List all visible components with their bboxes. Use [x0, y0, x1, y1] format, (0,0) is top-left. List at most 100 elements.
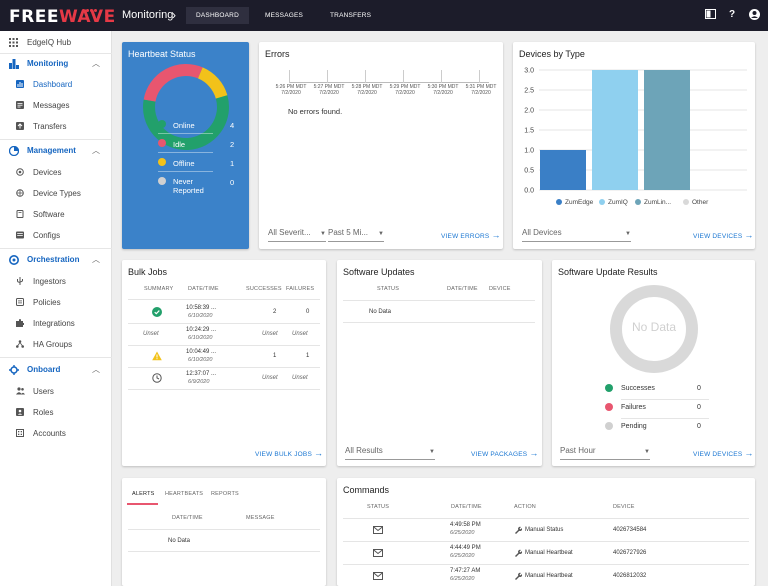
chevron-up-icon: ︿: [92, 365, 100, 374]
sidebar-item-configs[interactable]: Configs: [0, 226, 112, 246]
tab-transfers[interactable]: TRANSFERS: [330, 12, 372, 19]
help-icon[interactable]: ?: [728, 9, 736, 20]
legend-item[interactable]: Other: [683, 199, 708, 206]
devices-select[interactable]: All Devices ▼: [522, 228, 631, 242]
legend-label: ZumLin...: [644, 199, 672, 206]
result-row[interactable]: Successes 0: [605, 384, 709, 400]
donut-segment-offline[interactable]: [197, 67, 228, 99]
sidebar-item-roles[interactable]: Roles: [0, 403, 112, 423]
divider: [128, 345, 320, 346]
time-cell: 10:58:39 ...: [186, 305, 217, 311]
heartbeat-row[interactable]: Online 4: [158, 117, 234, 135]
successes-cell: 1: [273, 353, 277, 359]
date-cell: 6/25/2020: [450, 576, 475, 582]
device-type-icon: [16, 189, 25, 198]
sidebar-item-ingestors[interactable]: Ingestors: [0, 272, 112, 292]
sidebar-item-ha-groups[interactable]: HA Groups: [0, 335, 112, 355]
device-cell[interactable]: 4026727926: [613, 550, 647, 556]
bar-zumedge[interactable]: [540, 150, 586, 190]
status-dot: [158, 177, 166, 185]
sidebar-item-accounts[interactable]: Accounts: [0, 424, 112, 444]
donut-segment-idle[interactable]: [143, 64, 203, 102]
software-icon: [16, 210, 25, 219]
device-cell[interactable]: 4026812032: [613, 573, 647, 579]
tab-dashboard[interactable]: DASHBOARD: [186, 7, 249, 24]
axis-tick: [479, 70, 480, 83]
sidebar-group-monitoring[interactable]: Monitoring ︿: [0, 54, 112, 74]
card-title: Software Update Results: [558, 267, 658, 277]
view-devices-link[interactable]: VIEW DEVICES →: [693, 230, 754, 240]
active-tab-indicator: [127, 503, 158, 505]
axis-tick: [365, 70, 366, 83]
sidebar-item-dashboard[interactable]: Dashboard: [0, 75, 112, 95]
sidebar-item-devices[interactable]: Devices: [0, 163, 112, 183]
sidebar-item-edgeiq-hub[interactable]: EdgeIQ Hub: [0, 33, 112, 53]
divider: [158, 133, 213, 134]
bar-zumlin[interactable]: [644, 70, 690, 190]
account-switch-icon[interactable]: [704, 9, 716, 21]
sidebar-item-messages[interactable]: Messages: [0, 96, 112, 116]
sidebar-group-management[interactable]: Management ︿: [0, 141, 112, 161]
donut-segment-online[interactable]: [143, 95, 229, 150]
heartbeat-row[interactable]: Never Reported 0: [158, 174, 234, 195]
bar-zumiq[interactable]: [592, 70, 638, 190]
device-cell[interactable]: 4026734584: [613, 527, 647, 533]
heartbeat-row[interactable]: Offline 1: [158, 155, 234, 173]
sidebar-item-software[interactable]: Software: [0, 205, 112, 225]
tab-alerts[interactable]: ALERTS: [132, 491, 155, 497]
heartbeat-status-card: Heartbeat Status Online 4 Idle 2 Offline 1 Nev…: [122, 42, 249, 249]
table-row[interactable]: 7:47:27 AM 6/25/2020 Manual Heartbeat 40268…: [337, 565, 755, 586]
arrow-right-icon: →: [491, 230, 501, 240]
user-avatar-icon[interactable]: [748, 9, 760, 21]
freewave-logo[interactable]: FREEWAVE: [9, 7, 116, 27]
view-bulk-jobs-link[interactable]: VIEW BULK JOBS →: [255, 448, 324, 458]
tab-messages[interactable]: MESSAGES: [265, 12, 304, 19]
date-cell: 6/25/2020: [450, 530, 475, 536]
table-row[interactable]: 10:04:49 ... 6/10/2020 1 1: [122, 346, 326, 368]
legend-item[interactable]: ZumLin...: [635, 199, 671, 206]
table-row[interactable]: 10:58:39 ... 6/10/2020 2 0: [122, 302, 326, 324]
no-data-label: No Data: [631, 320, 677, 334]
sidebar-group-onboard[interactable]: Onboard ︿: [0, 360, 112, 380]
axis-time-label: 5:29 PM MDT: [389, 84, 421, 90]
column-header: MESSAGE: [246, 515, 275, 521]
failures-cell: Unset: [292, 375, 308, 381]
result-row[interactable]: Failures 0: [605, 403, 709, 419]
view-errors-link[interactable]: VIEW ERRORS →: [441, 230, 501, 240]
period-select[interactable]: Past Hour ▼: [560, 446, 650, 460]
time-range-select[interactable]: Past 5 Mi... ▼: [328, 228, 384, 242]
legend-item[interactable]: ZumEdge: [556, 199, 593, 206]
software-updates-card: Software Updates STATUS DATE/TIME DEVICE…: [337, 260, 542, 466]
view-packages-link[interactable]: VIEW PACKAGES →: [471, 448, 539, 458]
time-cell: 10:24:29 ...: [186, 327, 217, 333]
tab-heartbeats[interactable]: HEARTBEATS: [165, 491, 204, 497]
card-title: Software Updates: [343, 267, 415, 277]
errors-axis: [289, 82, 489, 83]
heartbeat-row[interactable]: Idle 2: [158, 136, 234, 154]
tab-reports[interactable]: REPORTS: [211, 491, 239, 497]
status-dot: [158, 139, 166, 147]
message-icon: [16, 101, 25, 110]
orchestration-icon: [9, 255, 19, 265]
table-row[interactable]: Unset 10:24:29 ... 6/10/2020 Unset Unset: [122, 324, 326, 346]
sidebar-item-policies[interactable]: Policies: [0, 293, 112, 313]
column-header: DEVICE: [489, 286, 511, 292]
sidebar-item-users[interactable]: Users: [0, 382, 112, 402]
severity-select[interactable]: All Severit... ▼: [268, 228, 326, 242]
table-row[interactable]: 4:49:58 PM 6/25/2020 Manual Status 40267345…: [337, 519, 755, 542]
view-devices-results-link[interactable]: VIEW DEVICES →: [693, 448, 754, 458]
role-icon: [16, 408, 25, 417]
results-select[interactable]: All Results ▼: [345, 446, 435, 460]
check-circle-icon: [152, 307, 162, 317]
result-row[interactable]: Pending 0: [605, 422, 705, 436]
sidebar-item-integrations[interactable]: Integrations: [0, 314, 112, 334]
sidebar-item-device-types[interactable]: Device Types: [0, 184, 112, 204]
sidebar-item-transfers[interactable]: Transfers: [0, 117, 112, 137]
time-cell: 4:49:58 PM: [450, 522, 481, 528]
table-row[interactable]: 12:37:07 ... 6/9/2020 Unset Unset: [122, 368, 326, 390]
legend-item[interactable]: ZumIQ: [599, 199, 628, 206]
onboard-icon: [9, 365, 19, 375]
table-row[interactable]: 4:44:49 PM 6/25/2020 Manual Heartbeat 40267…: [337, 542, 755, 565]
axis-tick: [441, 70, 442, 83]
sidebar-group-orchestration[interactable]: Orchestration ︿: [0, 250, 112, 270]
